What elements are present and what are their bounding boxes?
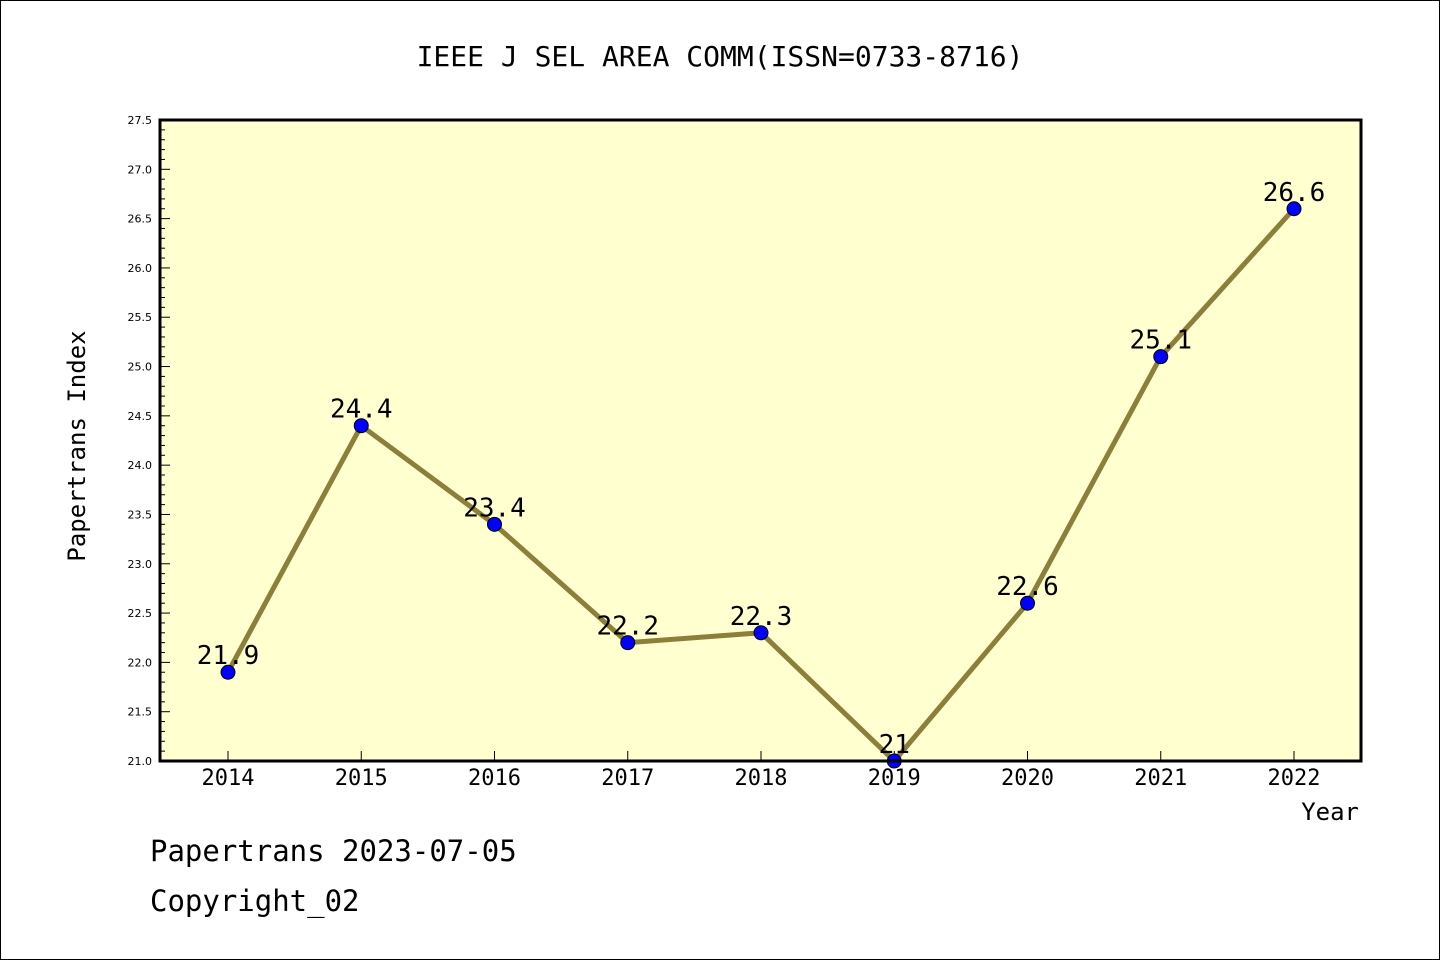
y-tick-label: 23.5	[128, 508, 153, 521]
x-tick-label: 2019	[868, 766, 921, 791]
y-tick-label: 27.0	[128, 163, 153, 176]
data-point	[487, 516, 502, 532]
y-tick-label: 21.0	[128, 755, 153, 768]
data-label: 26.6	[1263, 178, 1326, 208]
y-tick-label: 26.0	[128, 262, 153, 275]
data-point	[620, 635, 636, 651]
data-labels: 21.9 24.4 23.4 22.2 22.3 21 22.6 25.1 26.6	[197, 178, 1326, 760]
data-point	[1286, 201, 1302, 217]
chart-title: IEEE J SEL AREA COMM(ISSN=0733-8716)	[417, 40, 1024, 73]
data-label: 21.9	[197, 641, 260, 671]
data-label: 21	[879, 730, 910, 760]
plot-area	[160, 120, 1361, 761]
y-axis-ticks: 21.0 21.5 22.0 22.5 23.0 23.5 24.0 24.5 25.0 25.5…	[128, 114, 170, 768]
x-axis-ticks: 2014 2015 2016 2017 2018 2019 2020 2021 2022	[202, 751, 1321, 791]
data-point	[353, 418, 369, 434]
data-point	[1153, 349, 1169, 365]
x-tick-label: 2014	[202, 766, 255, 791]
y-tick-label: 22.5	[128, 607, 153, 620]
data-point	[220, 664, 236, 680]
plot-border	[158, 118, 1363, 763]
data-label: 23.4	[463, 493, 526, 523]
footer-date-text: Papertrans 2023-07-05	[150, 834, 517, 868]
data-label: 22.2	[596, 612, 659, 642]
x-axis-label: Year	[1301, 798, 1359, 826]
x-tick-label: 2022	[1268, 766, 1321, 791]
y-tick-label: 23.0	[128, 558, 153, 571]
data-label: 22.6	[996, 572, 1059, 602]
y-tick-label: 27.5	[128, 114, 153, 127]
y-tick-label: 24.5	[128, 410, 153, 423]
x-tick-label: 2015	[335, 766, 388, 791]
data-label: 25.1	[1129, 326, 1192, 356]
x-tick-label: 2020	[1001, 766, 1054, 791]
y-axis-label: Papertrans Index	[63, 330, 91, 561]
x-tick-label: 2018	[735, 766, 788, 791]
y-tick-label: 24.0	[128, 459, 153, 472]
x-tick-label: 2016	[468, 766, 521, 791]
x-tick-label: 2021	[1134, 766, 1187, 791]
x-tick-label: 2017	[601, 766, 654, 791]
footer-copyright-text: Copyright_02	[150, 884, 360, 918]
data-label: 24.4	[330, 395, 393, 425]
y-tick-label: 22.0	[128, 656, 153, 669]
y-tick-label: 26.5	[128, 213, 153, 226]
data-point-markers	[220, 201, 1302, 769]
data-label: 22.3	[730, 602, 793, 632]
y-tick-label: 25.0	[128, 361, 153, 374]
data-point	[753, 625, 769, 641]
y-tick-label: 21.5	[128, 706, 153, 719]
data-point	[1020, 595, 1035, 611]
y-tick-label: 25.5	[128, 311, 153, 324]
